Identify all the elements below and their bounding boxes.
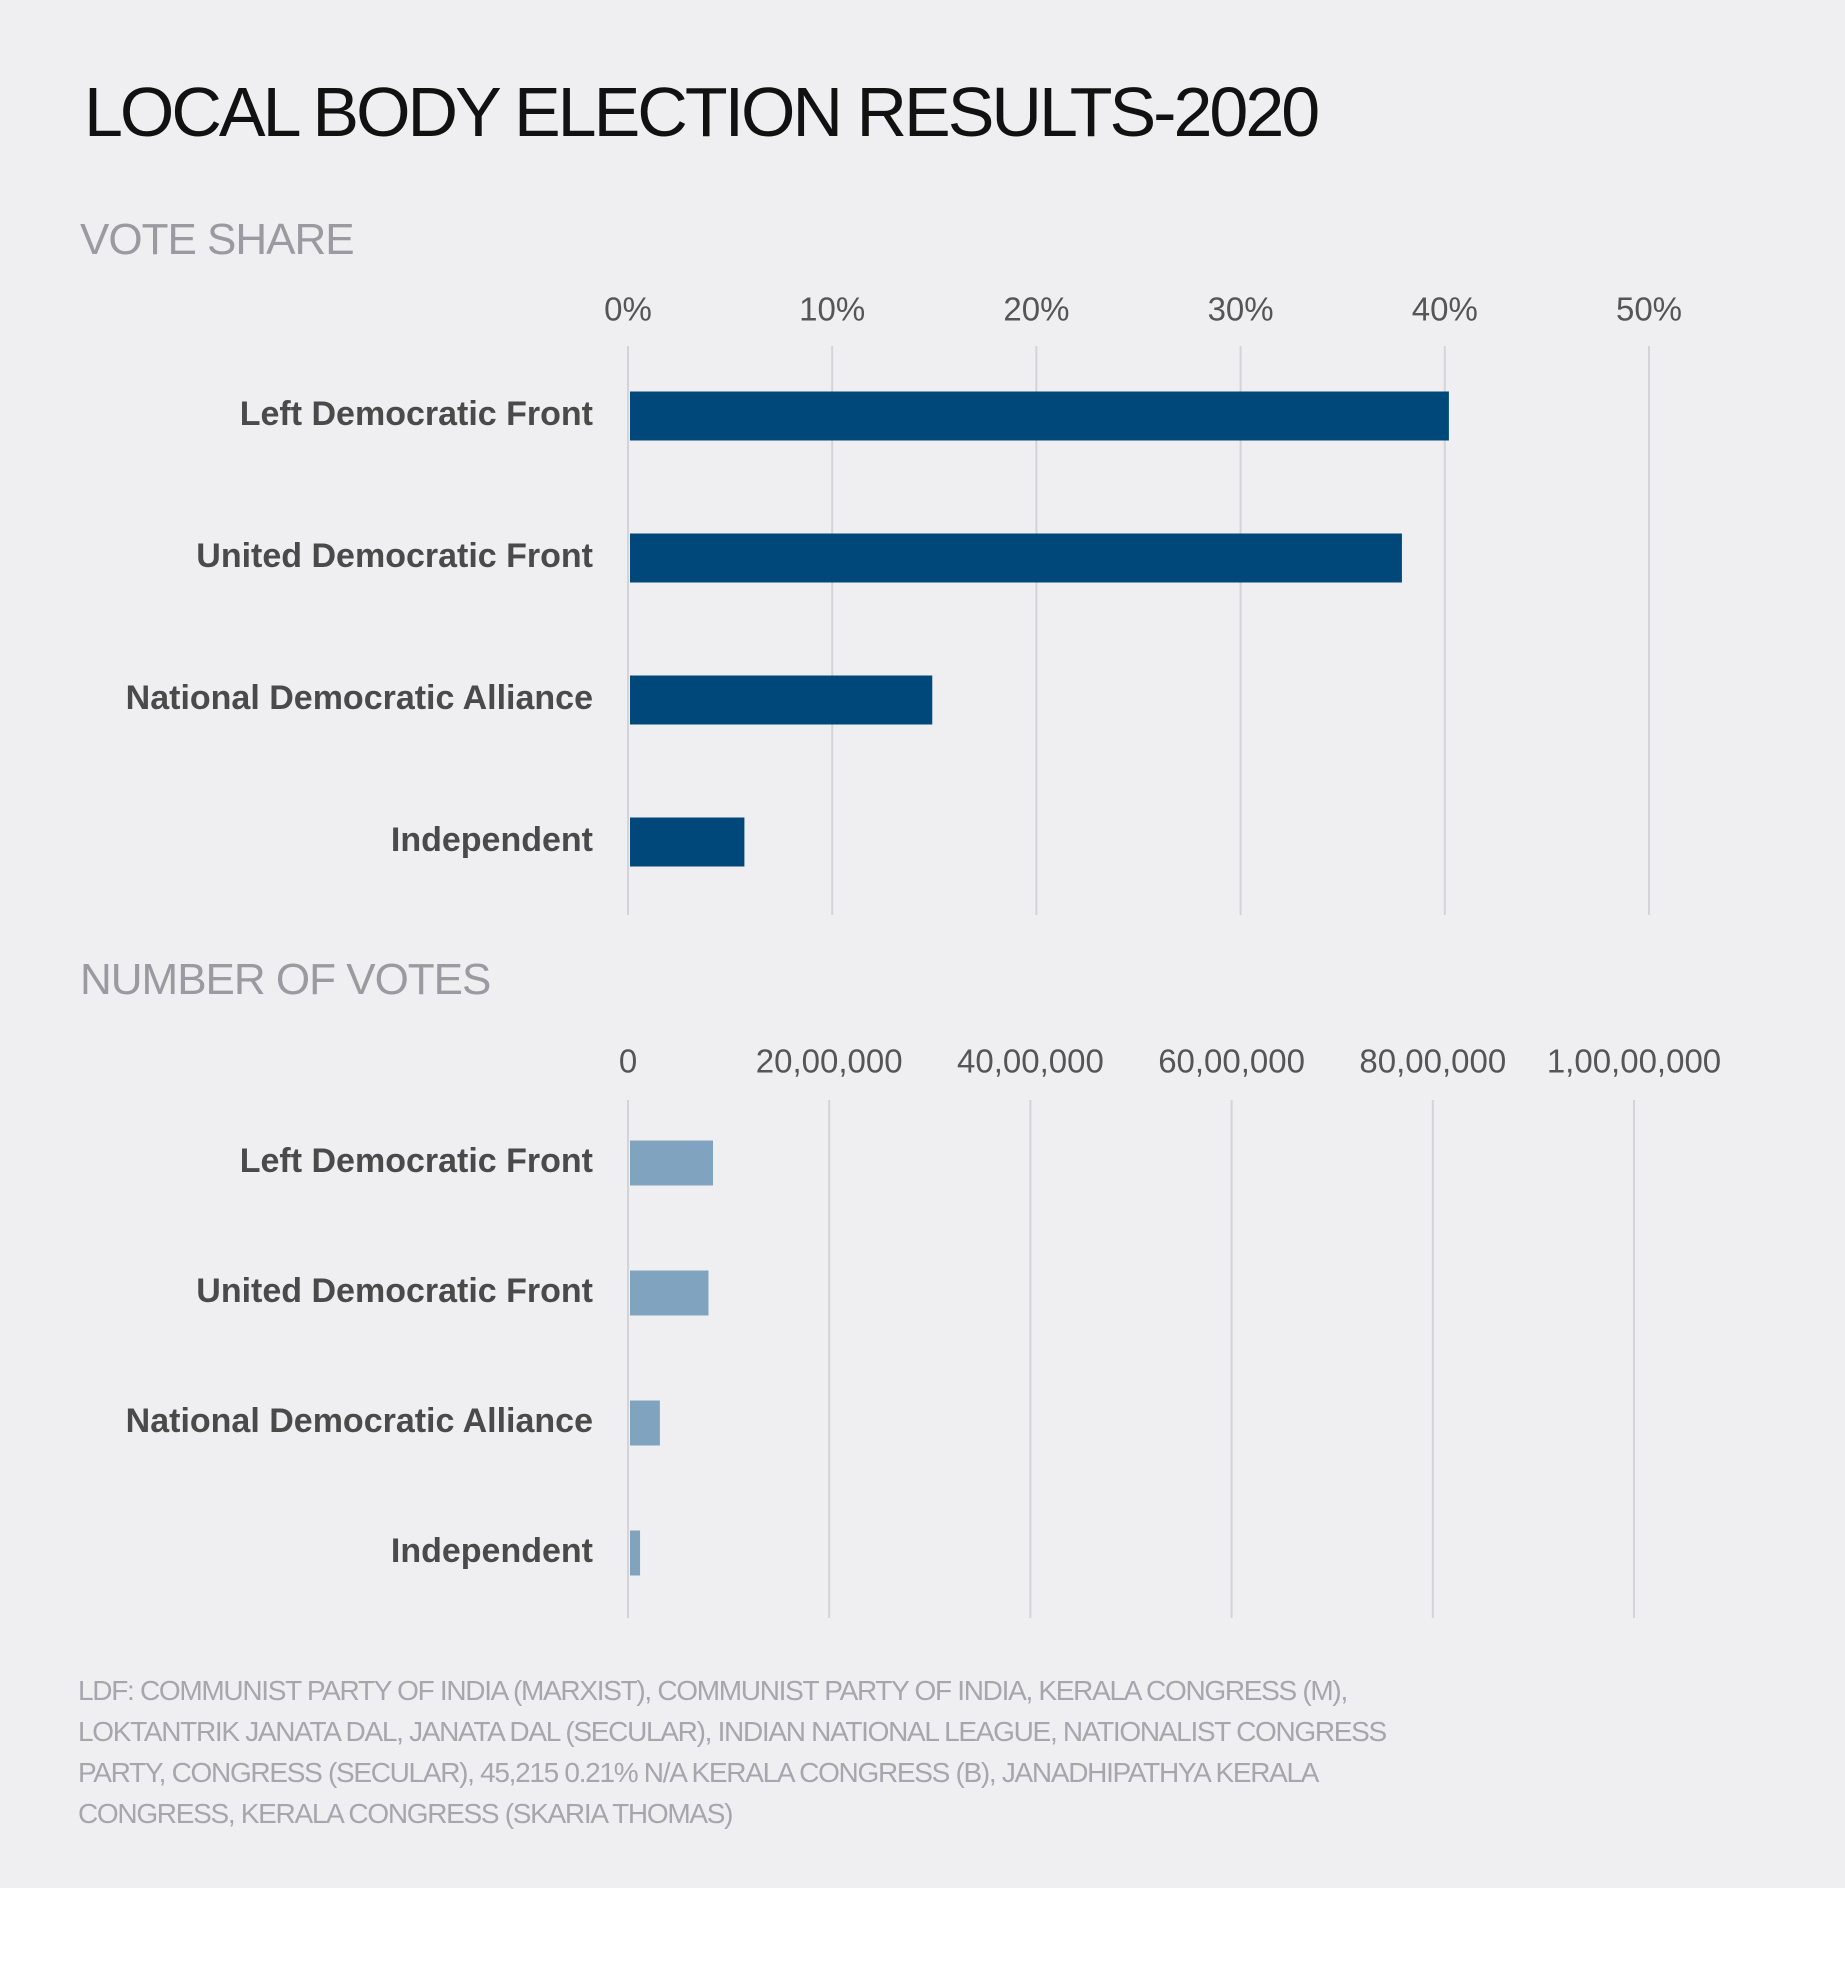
- votes-tick-label: 20,00,000: [756, 1043, 903, 1080]
- votes-bar: [630, 1270, 709, 1316]
- vote-share-tick-label: 0%: [604, 291, 652, 328]
- vote-share-category-label: Independent: [391, 821, 593, 859]
- number-of-votes-section-title: NUMBER OF VOTES: [80, 955, 491, 1004]
- votes-category-label: United Democratic Front: [196, 1272, 593, 1310]
- vote-share-section-title: VOTE SHARE: [80, 215, 355, 264]
- votes-category-label: National Democratic Alliance: [126, 1402, 593, 1440]
- votes-bar: [630, 1530, 641, 1576]
- votes-tick-label: 0: [619, 1043, 637, 1080]
- footnote: LDF: COMMUNIST PARTY OF INDIA (MARXIST),…: [78, 1675, 1387, 1829]
- vote-share-category-label: United Democratic Front: [196, 537, 593, 575]
- vote-share-bar: [630, 391, 1449, 441]
- vote-share-category-label: Left Democratic Front: [240, 395, 593, 433]
- votes-tick-label: 40,00,000: [957, 1043, 1104, 1080]
- vote-share-tick-label: 50%: [1616, 291, 1682, 328]
- votes-bar: [630, 1140, 714, 1186]
- number-of-votes-chart: 0 20,00,000 40,00,000 60,00,000 80,00,000 1,0…: [126, 1043, 1721, 1618]
- vote-share-tick-label: 40%: [1412, 291, 1478, 328]
- vote-share-tick-label: 10%: [799, 291, 865, 328]
- page-title: LOCAL BODY ELECTION RESULTS-2020: [84, 73, 1320, 151]
- vote-share-bar: [630, 533, 1402, 583]
- votes-tick-label: 80,00,000: [1359, 1043, 1506, 1080]
- vote-share-bar: [630, 817, 745, 867]
- votes-category-label: Independent: [391, 1532, 593, 1570]
- votes-tick-label: 1,00,00,000: [1547, 1043, 1721, 1080]
- infographic-panel: LOCAL BODY ELECTION RESULTS-2020 VOTE SH…: [0, 0, 1845, 1888]
- vote-share-tick-label: 20%: [1003, 291, 1069, 328]
- vote-share-bar: [630, 675, 933, 725]
- vote-share-tick-label: 30%: [1208, 291, 1274, 328]
- vote-share-chart: 0% 10% 20% 30% 40% 50% Left Democratic Front Un…: [126, 291, 1682, 915]
- votes-tick-label: 60,00,000: [1158, 1043, 1305, 1080]
- votes-category-label: Left Democratic Front: [240, 1142, 593, 1180]
- vote-share-category-label: National Democratic Alliance: [126, 679, 593, 717]
- votes-bar: [630, 1400, 660, 1446]
